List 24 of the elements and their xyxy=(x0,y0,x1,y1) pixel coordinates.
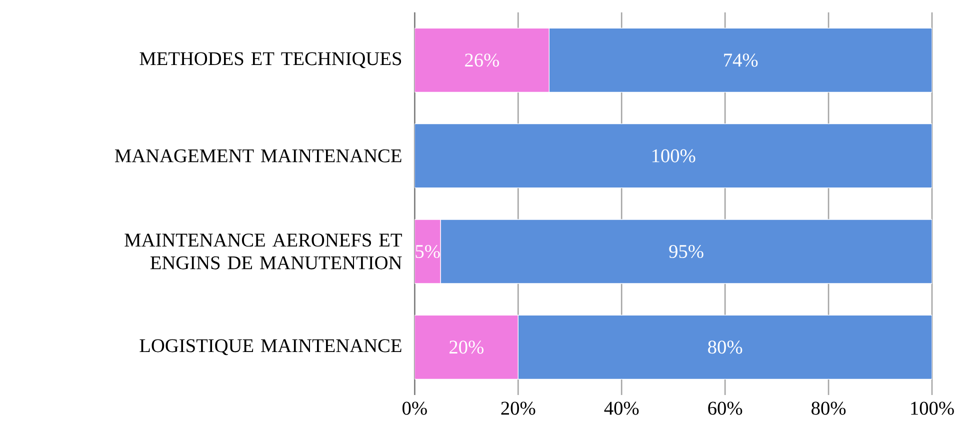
bar xyxy=(414,124,932,188)
x-tick-label: 0% xyxy=(402,402,427,415)
x-tick-label: 100% xyxy=(911,402,954,415)
data-label: 26% xyxy=(465,54,499,67)
y-tick-label: MANAGEMENT MAINTENANCE xyxy=(115,149,402,162)
data-label: 74% xyxy=(724,54,758,67)
bar xyxy=(518,314,932,380)
x-tick-label: 80% xyxy=(812,402,846,415)
y-tick-label: MAINTENANCE AERONEFS ET ENGINS DE MANUTENTION xyxy=(124,234,402,270)
data-label: 95% xyxy=(669,244,704,258)
y-tick-label: LOGISTIQUE MAINTENANCE xyxy=(140,339,402,356)
data-label: 80% xyxy=(708,340,742,354)
bar xyxy=(414,314,518,380)
bar xyxy=(548,28,932,93)
data-label: 5% xyxy=(416,244,440,258)
bar xyxy=(440,219,932,284)
bar xyxy=(414,28,550,93)
x-tick-label: 40% xyxy=(604,402,639,415)
data-label: 20% xyxy=(450,340,484,354)
y-tick-label: METHODES ET TECHNIQUES xyxy=(140,52,402,68)
x-tick-label: 60% xyxy=(708,402,742,415)
data-label: 100% xyxy=(652,149,696,162)
x-tick-label: 20% xyxy=(501,402,536,415)
bar xyxy=(414,219,441,284)
